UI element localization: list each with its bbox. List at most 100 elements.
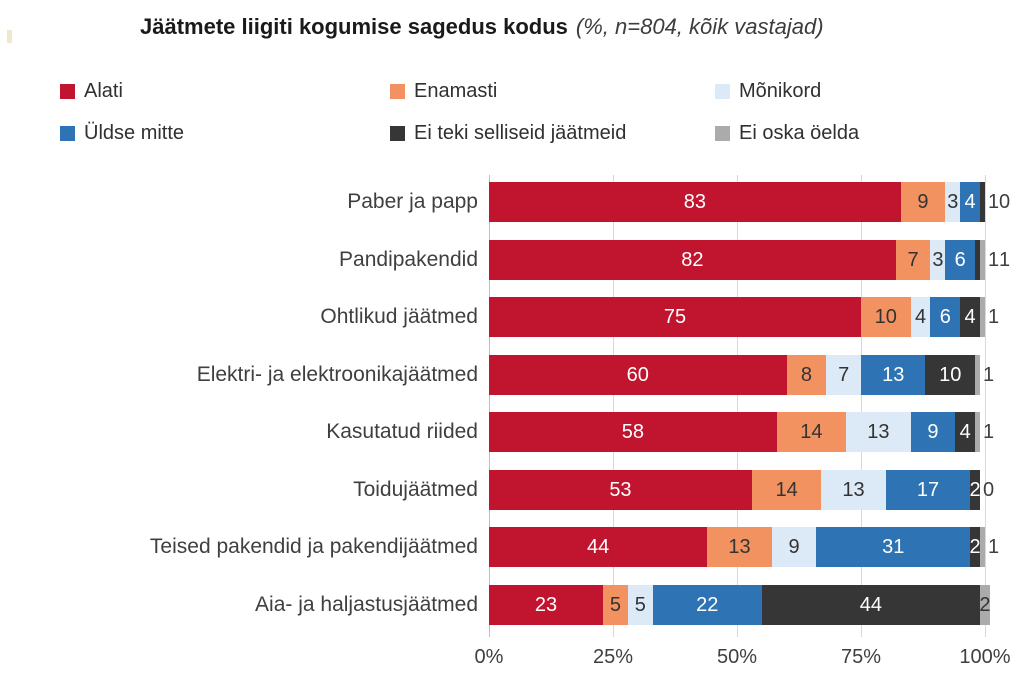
legend-label: Ei teki selliseid jäätmeid	[414, 122, 627, 144]
legend-label: Ei oska öelda	[739, 122, 860, 144]
bar-segment-6	[975, 354, 981, 395]
legend-item-enamasti: Enamasti	[390, 80, 497, 103]
value-label: 75	[663, 306, 687, 328]
category-label: Toidujäätmed	[353, 477, 478, 501]
category-label: Pandipakendid	[339, 247, 478, 271]
value-label: 31	[882, 536, 905, 558]
bar-row: Toidujäätmed 53 14 13 17 2 0	[0, 469, 1024, 510]
bar-segment-5: 10	[925, 354, 976, 395]
gridline	[985, 175, 986, 637]
bar-segment-5	[975, 239, 981, 280]
legend-swatch-ei-teki	[390, 126, 405, 141]
value-label: 7	[838, 363, 850, 386]
value-label-outside: 1	[999, 248, 1011, 271]
bar-segment-1: 83	[489, 182, 901, 222]
gridline	[737, 175, 738, 637]
value-label: 10	[939, 363, 962, 386]
legend-label: Enamasti	[414, 80, 498, 102]
bar-segment-4: 6	[930, 297, 961, 337]
value-label: 4	[959, 421, 971, 443]
value-label: 9	[788, 536, 800, 558]
bar-segment-5	[980, 182, 985, 222]
legend-swatch-uldse-mitte	[60, 126, 75, 141]
value-label: 10	[874, 306, 897, 328]
value-label: 13	[728, 536, 751, 558]
gridline	[613, 175, 614, 637]
value-label: 82	[681, 248, 704, 271]
value-label-outside: 1	[988, 191, 1000, 213]
bar-segment-1: 58	[489, 412, 777, 452]
bar-row: Teised pakendid ja pakendijäätmed 44 13 9 31…	[0, 527, 1024, 567]
value-label: 22	[696, 593, 719, 616]
bar-segment-5: 4	[955, 412, 976, 452]
bar-segment-2: 5	[603, 584, 628, 625]
gridline	[861, 175, 862, 637]
value-label: 8	[800, 363, 812, 386]
value-label: 3	[947, 191, 959, 213]
category-label: Ohtlikud jäätmed	[320, 305, 478, 328]
legend-item-ei-teki: Ei teki selliseid jäätmeid	[390, 122, 626, 145]
bar-row: Pandipakendid 82 7 3 6 1 1	[0, 239, 1024, 280]
bar-segment-1: 60	[489, 354, 787, 395]
chart-title: Jäätmete liigiti kogumise sagedus kodus	[140, 14, 568, 39]
stray-mark	[7, 30, 12, 43]
bar-segment-3: 4	[910, 297, 931, 337]
value-label: 14	[800, 421, 823, 443]
bar-segment-6	[980, 297, 985, 337]
bar-segment-5: 4	[960, 297, 981, 337]
bar-segment-2: 9	[900, 182, 946, 222]
bar-segment-5: 44	[761, 584, 981, 625]
value-label: 6	[939, 306, 951, 328]
legend-label: Üldse mitte	[84, 122, 185, 144]
bar-segment-2: 8	[786, 354, 827, 395]
value-label: 4	[914, 306, 927, 328]
bar-segment-3: 3	[945, 182, 961, 222]
x-tick-label: 0%	[474, 646, 504, 668]
value-label: 13	[867, 421, 890, 443]
value-label: 5	[634, 593, 646, 616]
legend-item-alati: Alati	[60, 80, 123, 103]
y-axis-line	[489, 175, 490, 637]
legend-swatch-ei-oska	[715, 126, 730, 141]
bar-segment-2: 14	[776, 412, 847, 452]
bar-segment-1: 23	[489, 584, 604, 625]
bar-segment-6	[980, 527, 985, 567]
legend-swatch-enamasti	[390, 84, 405, 99]
bar-segment-4: 22	[652, 584, 762, 625]
category-label: Paber ja papp	[347, 190, 478, 213]
x-tick-label: 50%	[716, 646, 758, 668]
chart-title-note: (%, n=804, kõik vastajad)	[575, 14, 824, 39]
bar-segment-1: 53	[489, 469, 752, 510]
bar-segment-4: 9	[910, 412, 956, 452]
category-label: Teised pakendid ja pakendijäätmed	[149, 535, 478, 558]
value-label-outside: 1	[988, 248, 1000, 271]
value-label: 60	[626, 363, 649, 386]
legend-label: Alati	[84, 80, 123, 102]
bar-segment-2: 14	[751, 469, 822, 510]
value-label: 9	[927, 421, 939, 443]
value-label: 6	[954, 248, 966, 271]
bar-segment-1: 44	[489, 527, 708, 567]
value-label-outside: 0	[999, 191, 1011, 213]
bar-segment-4: 4	[960, 182, 981, 222]
bar-segment-4: 31	[816, 527, 971, 567]
value-label-outside: 1	[988, 306, 1000, 328]
bar-segment-6: 2	[979, 584, 991, 625]
value-label: 2	[969, 536, 981, 558]
legend-label: Mõnikord	[739, 80, 822, 102]
category-label: Elektri- ja elektroonikajäätmed	[196, 362, 478, 386]
bar-segment-6	[975, 412, 981, 452]
bar-row: Paber ja papp 83 9 3 4 1 0	[0, 182, 1024, 222]
value-label-outside: 1	[983, 363, 995, 386]
bar-segment-3: 9	[771, 527, 817, 567]
category-label: Aia- ja haljastusjäätmed	[255, 592, 478, 616]
value-label: 83	[683, 191, 706, 213]
bar-segment-5: 2	[970, 469, 981, 510]
bar-segment-2: 7	[895, 239, 931, 280]
legend-item-uldse-mitte: Üldse mitte	[60, 122, 184, 145]
value-label: 9	[917, 191, 929, 213]
bar-segment-3: 5	[627, 584, 653, 625]
bar-segment-4: 13	[861, 354, 926, 395]
bar-row: Kasutatud riided 58 14 13 9 4 1	[0, 412, 1024, 452]
